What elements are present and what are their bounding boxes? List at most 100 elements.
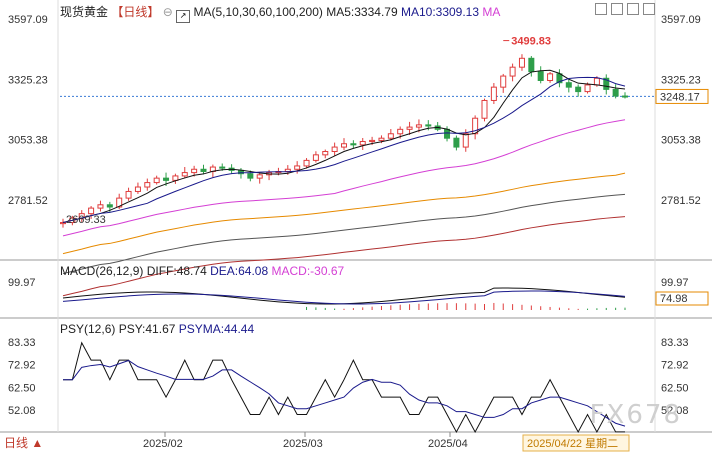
- minimize-icon[interactable]: [595, 3, 607, 15]
- candle-body: [341, 143, 347, 148]
- candle-body: [593, 77, 600, 86]
- candle-body: [406, 126, 413, 130]
- candle-body: [125, 190, 132, 199]
- candle-body: [565, 82, 572, 88]
- macd-current-box: [655, 291, 709, 306]
- ma5-value: MA5:3334.79: [326, 5, 398, 19]
- macd-tick-left: 99.97: [8, 277, 36, 289]
- macd-diff-line: [62, 287, 626, 305]
- ma10-value: MA10:3309.13: [400, 5, 480, 19]
- ma100-line: [62, 193, 626, 275]
- candle-body: [116, 197, 123, 208]
- candle-body: [60, 222, 66, 225]
- candle-body: [350, 143, 357, 146]
- y-tick-left: 2781.52: [8, 195, 48, 207]
- ma200-line: [62, 216, 626, 297]
- candle-body: [163, 177, 170, 181]
- candle-body: [331, 146, 338, 153]
- candle-body: [153, 177, 160, 184]
- current-price-box: [655, 88, 709, 104]
- candle-body: [612, 88, 619, 97]
- ma-label: MA(5,10,30,60,100,200): [193, 5, 323, 19]
- macd-current-label: 74.98: [660, 293, 688, 305]
- candle-body: [537, 71, 544, 81]
- psy-tick-right: 72.92: [661, 360, 689, 372]
- ma-indicator-icon[interactable]: ↗: [176, 10, 191, 23]
- psy-tick-left: 52.08: [8, 405, 36, 417]
- current-price-label: 3248.17: [660, 91, 700, 103]
- psy-tick-left: 72.92: [8, 360, 36, 372]
- y-tick-left: 3325.23: [8, 74, 48, 86]
- candle-body: [490, 86, 497, 101]
- candle-body: [547, 73, 554, 81]
- maximize-icon[interactable]: [627, 3, 639, 15]
- x-date-label: 2025/02: [143, 438, 183, 450]
- psy-header: PSY(12,6) PSY:41.67 PSYMA:44.44: [60, 322, 254, 336]
- candle-body: [528, 57, 535, 73]
- psyma-value: PSYMA:44.44: [178, 322, 255, 336]
- candle-body: [444, 128, 451, 139]
- candle-body: [97, 204, 104, 209]
- candle-body: [387, 133, 394, 139]
- y-tick-right: 3325.23: [661, 74, 701, 86]
- y-tick-left: 3597.09: [8, 14, 48, 26]
- y-tick-left: 3053.38: [8, 135, 48, 147]
- candle-body: [509, 66, 516, 77]
- candle-body: [106, 204, 113, 208]
- x-date-label: 2025/04: [428, 438, 468, 450]
- macd-value: MACD:-30.67: [271, 264, 345, 278]
- y-tick-right: 2781.52: [661, 195, 701, 207]
- candle-body: [219, 166, 226, 169]
- y-tick-right: 3053.38: [661, 135, 701, 147]
- close-icon[interactable]: [643, 3, 655, 15]
- candle-body: [622, 95, 628, 98]
- candle-body: [481, 99, 488, 119]
- macd-tick-right: 99.97: [661, 277, 689, 289]
- psy-tick-left: 62.50: [8, 382, 36, 394]
- macd-title: MACD(26,12,9): [60, 264, 144, 278]
- crosshair-date-box: [522, 434, 630, 452]
- candle-body: [575, 86, 582, 93]
- candle-body: [144, 182, 151, 188]
- psyma-line: [63, 359, 626, 427]
- psy-title: PSY(12,6): [60, 322, 116, 336]
- candle-body: [200, 168, 207, 172]
- instrument-name: 现货黄金: [60, 5, 109, 19]
- candle-body: [415, 124, 422, 128]
- ma10-line: [62, 76, 626, 224]
- candle-body: [462, 133, 469, 148]
- candle-body: [500, 75, 507, 88]
- macd-diff: DIFF:48.74: [146, 264, 207, 278]
- psy-tick-right: 83.33: [661, 337, 689, 349]
- ma60-line: [62, 172, 626, 255]
- candle-body: [518, 57, 525, 68]
- psy-line: [63, 341, 625, 433]
- macd-dea-line: [62, 290, 626, 305]
- settings-icon[interactable]: ⊖: [162, 5, 173, 19]
- candle-body: [88, 207, 95, 215]
- candle-body: [359, 141, 366, 146]
- macd-dea: DEA:64.08: [210, 264, 269, 278]
- candle-body: [425, 124, 432, 127]
- candle-body: [322, 151, 329, 156]
- candle-body: [256, 174, 263, 179]
- psy-tick-left: 83.33: [8, 337, 36, 349]
- candle-body: [369, 139, 376, 143]
- candle-body: [584, 84, 591, 93]
- period-label[interactable]: 【日线】: [111, 5, 160, 19]
- ma5-line: [62, 69, 626, 224]
- psy-value: PSY:41.67: [118, 322, 176, 336]
- candle-body: [378, 137, 385, 141]
- candle-body: [303, 159, 310, 167]
- ma30-line: [62, 119, 626, 237]
- crosshair-date-label: 2025/04/22 星期二: [527, 437, 618, 450]
- period-button: 日线 ▲: [4, 436, 43, 450]
- candle-body: [397, 128, 404, 135]
- restore-icon[interactable]: [611, 3, 623, 15]
- candle-body: [172, 175, 179, 181]
- candle-body: [603, 77, 610, 90]
- candle-body: [453, 137, 460, 148]
- candle-body: [191, 168, 198, 174]
- candle-body: [312, 154, 319, 161]
